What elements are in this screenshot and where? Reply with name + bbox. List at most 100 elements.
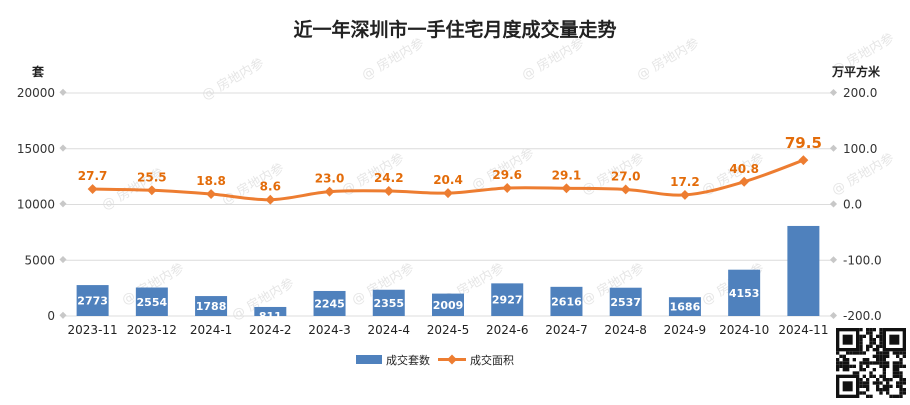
- line-value-label: 25.5: [137, 170, 167, 184]
- bar-value-label: 2927: [492, 294, 523, 307]
- bar: [135, 287, 168, 316]
- line-point: [739, 176, 750, 187]
- x-tick-label: 2024-9: [664, 323, 707, 337]
- bar-value-label: 2355: [373, 297, 404, 310]
- line-point: [443, 188, 453, 199]
- line-point: [502, 183, 513, 193]
- line-point: [265, 194, 276, 205]
- left-tick-label: 10000: [17, 198, 55, 212]
- line-value-label: 79.5: [785, 134, 822, 152]
- bar: [432, 293, 464, 316]
- line-value-label: 27.0: [611, 169, 641, 183]
- left-tick-marker: [59, 88, 67, 96]
- watermark-text: @ 房地内参: [829, 150, 897, 198]
- line-point: [146, 185, 157, 196]
- right-tick-label: 100.0: [843, 142, 877, 156]
- x-tick-label: 2023-12: [127, 323, 177, 337]
- left-tick-label: 15000: [17, 142, 55, 156]
- line-series: 27.7 25.5 18.8 8.6 23.0 24.2 20.4 29.6 29.1 27.0 1…: [78, 134, 822, 205]
- bar: [313, 290, 346, 316]
- x-tick-label: 2024-6: [486, 323, 529, 337]
- bar: [550, 286, 583, 316]
- legend-line-marker: [447, 354, 457, 365]
- bar: [787, 225, 820, 316]
- x-tick-label: 2024-3: [308, 323, 351, 337]
- x-tick-label: 2024-7: [545, 323, 588, 337]
- legend-line-label: 成交面积: [470, 353, 514, 367]
- line-value-label: 23.0: [315, 172, 345, 186]
- line-point: [679, 189, 690, 200]
- bar-value-label: 1686: [670, 301, 701, 314]
- bar-value-label: 2245: [314, 297, 345, 310]
- line-point: [87, 184, 98, 195]
- bar-value-label: 2009: [433, 299, 464, 312]
- legend: 成交套数 成交面积: [356, 353, 514, 367]
- line-point: [798, 155, 809, 166]
- x-tick-label: 2024-5: [427, 323, 470, 337]
- line-point: [620, 184, 631, 195]
- watermark-text: @ 房地内参: [519, 35, 587, 83]
- line-value-label: 17.2: [670, 175, 700, 189]
- left-axis-label: 套: [31, 64, 45, 79]
- left-axis-ticks: 0 5000 10000 15000 20000: [17, 86, 67, 323]
- bar-value-label: 8076: [783, 204, 825, 222]
- right-axis-ticks: -200.0 -100.0 0.0 100.0 200.0: [829, 86, 882, 323]
- bar: [195, 296, 228, 316]
- line-value-label: 24.2: [374, 171, 404, 185]
- x-tick-label: 2024-10: [719, 323, 769, 337]
- line-value-label: 29.6: [492, 168, 522, 182]
- bar-value-label: 2537: [610, 296, 641, 309]
- chart-title: 近一年深圳市一手住宅月度成交量走势: [293, 18, 616, 41]
- left-tick-label: 20000: [17, 86, 55, 100]
- x-tick-label: 2024-4: [368, 323, 411, 337]
- bar-value-label: 2554: [137, 296, 168, 309]
- x-tick-label: 2024-8: [604, 323, 647, 337]
- watermark-text: @ 房地内参: [199, 55, 267, 103]
- left-tick-marker: [59, 311, 67, 319]
- x-tick-label: 2024-2: [249, 323, 292, 337]
- line-value-label: 8.6: [260, 180, 281, 194]
- line-value-label: 40.8: [729, 162, 759, 176]
- x-tick-label: 2024-1: [190, 323, 233, 337]
- bar-value-label: 2773: [77, 295, 108, 308]
- bar: [372, 289, 405, 316]
- x-tick-label: 2023-11: [68, 323, 118, 337]
- bar: [76, 285, 109, 316]
- watermark-text: @ 房地内参: [359, 35, 427, 83]
- left-tick-label: 0: [47, 309, 55, 323]
- bar-value-label: 4153: [729, 287, 760, 300]
- left-tick-label: 5000: [24, 253, 55, 267]
- line-value-label: 29.1: [552, 168, 582, 182]
- x-axis-ticks: 2023-11 2023-12 2024-1 2024-2 2024-3 2024-4 20…: [68, 323, 829, 337]
- gridlines: [63, 92, 833, 317]
- legend-bar-swatch: [356, 355, 382, 364]
- legend-bar-label: 成交套数: [386, 353, 430, 367]
- line-point: [324, 186, 335, 197]
- qr-code: [834, 326, 908, 400]
- right-tick-marker: [829, 88, 838, 97]
- bar-value-label: 2616: [551, 295, 582, 308]
- line-point: [383, 186, 394, 196]
- line-value-label: 18.8: [196, 174, 226, 188]
- line-value-label: 20.4: [433, 173, 463, 187]
- x-tick-label: 2024-11: [778, 323, 828, 337]
- bar-value-label: 811: [259, 310, 282, 323]
- right-tick-marker: [829, 200, 838, 208]
- right-tick-marker: [829, 144, 838, 152]
- right-tick-label: -200.0: [843, 309, 882, 323]
- bar: [491, 283, 524, 316]
- bar: [609, 287, 642, 316]
- line-point: [561, 183, 572, 194]
- line-value-label: 27.7: [78, 169, 108, 183]
- bar-series: 2773 2554 1788 811 2245 2355 2009 2927 2616 2537 1…: [76, 204, 825, 323]
- line-point: [206, 189, 217, 199]
- right-tick-label: 200.0: [843, 86, 877, 100]
- bar: [254, 306, 287, 316]
- right-tick-label: -100.0: [843, 253, 882, 267]
- bar-value-label: 1788: [196, 300, 227, 313]
- left-tick-marker: [59, 256, 67, 264]
- right-tick-label: 0.0: [843, 198, 862, 212]
- right-tick-marker: [829, 256, 838, 264]
